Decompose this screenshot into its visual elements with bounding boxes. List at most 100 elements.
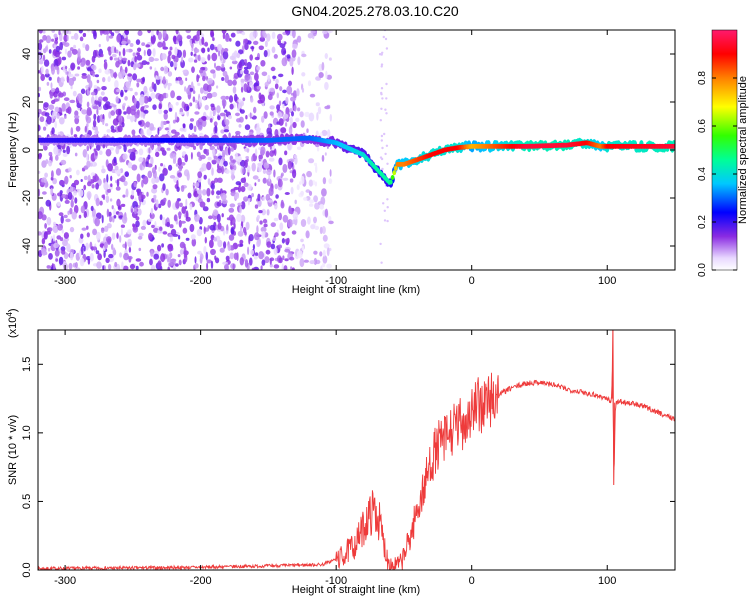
noise-speck <box>61 194 67 199</box>
noise-speck <box>273 169 276 178</box>
noise-speck <box>158 103 162 110</box>
noise-speck <box>65 218 71 223</box>
noise-speck <box>77 66 81 70</box>
noise-speck <box>101 214 104 224</box>
noise-speck <box>157 127 160 136</box>
noise-speck <box>38 188 41 197</box>
noise-speck <box>149 66 153 70</box>
noise-speck <box>193 145 196 150</box>
noise-speck <box>106 129 111 133</box>
noise-speck <box>159 173 165 182</box>
noise-speck <box>114 261 118 268</box>
noise-speck <box>135 39 141 45</box>
noise-speck <box>52 234 56 242</box>
noise-speck <box>189 118 195 122</box>
noise-speck <box>254 148 258 156</box>
noise-speck <box>101 86 107 91</box>
noise-speck <box>380 65 383 68</box>
noise-speck <box>213 121 218 127</box>
noise-speck <box>113 57 119 61</box>
noise-speck <box>228 234 235 241</box>
noise-speck <box>282 40 285 44</box>
noise-speck <box>274 183 278 190</box>
noise-speck <box>380 134 384 138</box>
noise-speck <box>260 226 267 233</box>
noise-speck <box>384 37 388 41</box>
noise-speck <box>52 177 57 185</box>
noise-speck <box>44 73 50 78</box>
noise-speck <box>38 124 41 132</box>
noise-speck <box>86 232 90 238</box>
noise-speck <box>47 247 51 252</box>
noise-speck <box>129 115 136 122</box>
noise-speck <box>193 59 198 63</box>
noise-speck <box>383 219 387 222</box>
noise-speck <box>242 168 245 174</box>
noise-speck <box>300 238 304 243</box>
noise-speck <box>264 256 270 264</box>
noise-speck <box>86 152 89 162</box>
spectrogram-y-tick-label: 40 <box>21 48 33 60</box>
noise-speck <box>261 259 266 266</box>
noise-speck <box>56 112 60 119</box>
noise-speck <box>209 110 213 119</box>
noise-speck <box>257 163 263 173</box>
noise-speck <box>160 255 164 261</box>
noise-speck <box>282 255 285 260</box>
noise-speck <box>232 79 237 86</box>
noise-speck <box>74 262 78 269</box>
noise-speck <box>150 250 154 257</box>
noise-speck <box>268 124 271 129</box>
noise-speck <box>206 92 213 99</box>
noise-speck <box>45 159 49 165</box>
spectrogram-y-tick-label: -40 <box>21 238 33 254</box>
noise-speck <box>253 255 258 260</box>
noise-speck <box>217 222 222 230</box>
noise-speck <box>54 106 60 113</box>
noise-speck <box>324 208 329 218</box>
noise-speck <box>92 73 96 77</box>
noise-speck <box>43 234 47 240</box>
noise-speck <box>321 188 327 197</box>
noise-speck <box>223 48 229 52</box>
noise-speck <box>133 206 138 215</box>
noise-speck <box>106 208 110 218</box>
noise-speck <box>308 158 315 164</box>
noise-speck <box>86 123 89 128</box>
noise-speck <box>39 182 46 186</box>
noise-speck <box>90 91 96 96</box>
noise-speck <box>249 81 253 88</box>
noise-speck <box>223 114 226 123</box>
noise-speck <box>224 119 230 126</box>
noise-speck <box>294 199 297 205</box>
noise-speck <box>277 33 283 41</box>
noise-speck <box>252 30 258 38</box>
noise-speck <box>81 74 88 79</box>
noise-speck <box>266 33 271 42</box>
noise-speck <box>140 128 144 137</box>
noise-speck <box>253 106 257 114</box>
noise-speck <box>68 68 71 72</box>
noise-speck <box>175 263 179 267</box>
noise-speck <box>237 230 244 237</box>
noise-speck <box>74 197 78 204</box>
noise-speck <box>239 116 244 123</box>
noise-speck <box>312 179 316 186</box>
noise-speck <box>257 162 263 166</box>
noise-speck <box>44 46 48 51</box>
noise-speck <box>183 246 187 255</box>
noise-speck <box>147 30 151 34</box>
signal-track-core <box>672 143 675 149</box>
noise-speck <box>124 96 128 101</box>
noise-speck <box>87 30 90 33</box>
noise-speck <box>256 240 261 248</box>
noise-speck <box>324 105 331 110</box>
noise-speck <box>96 143 101 151</box>
noise-speck <box>147 163 153 168</box>
noise-speck <box>57 223 63 231</box>
noise-speck <box>72 90 77 97</box>
noise-speck <box>256 225 259 234</box>
noise-speck <box>216 167 223 174</box>
noise-speck <box>322 234 328 242</box>
